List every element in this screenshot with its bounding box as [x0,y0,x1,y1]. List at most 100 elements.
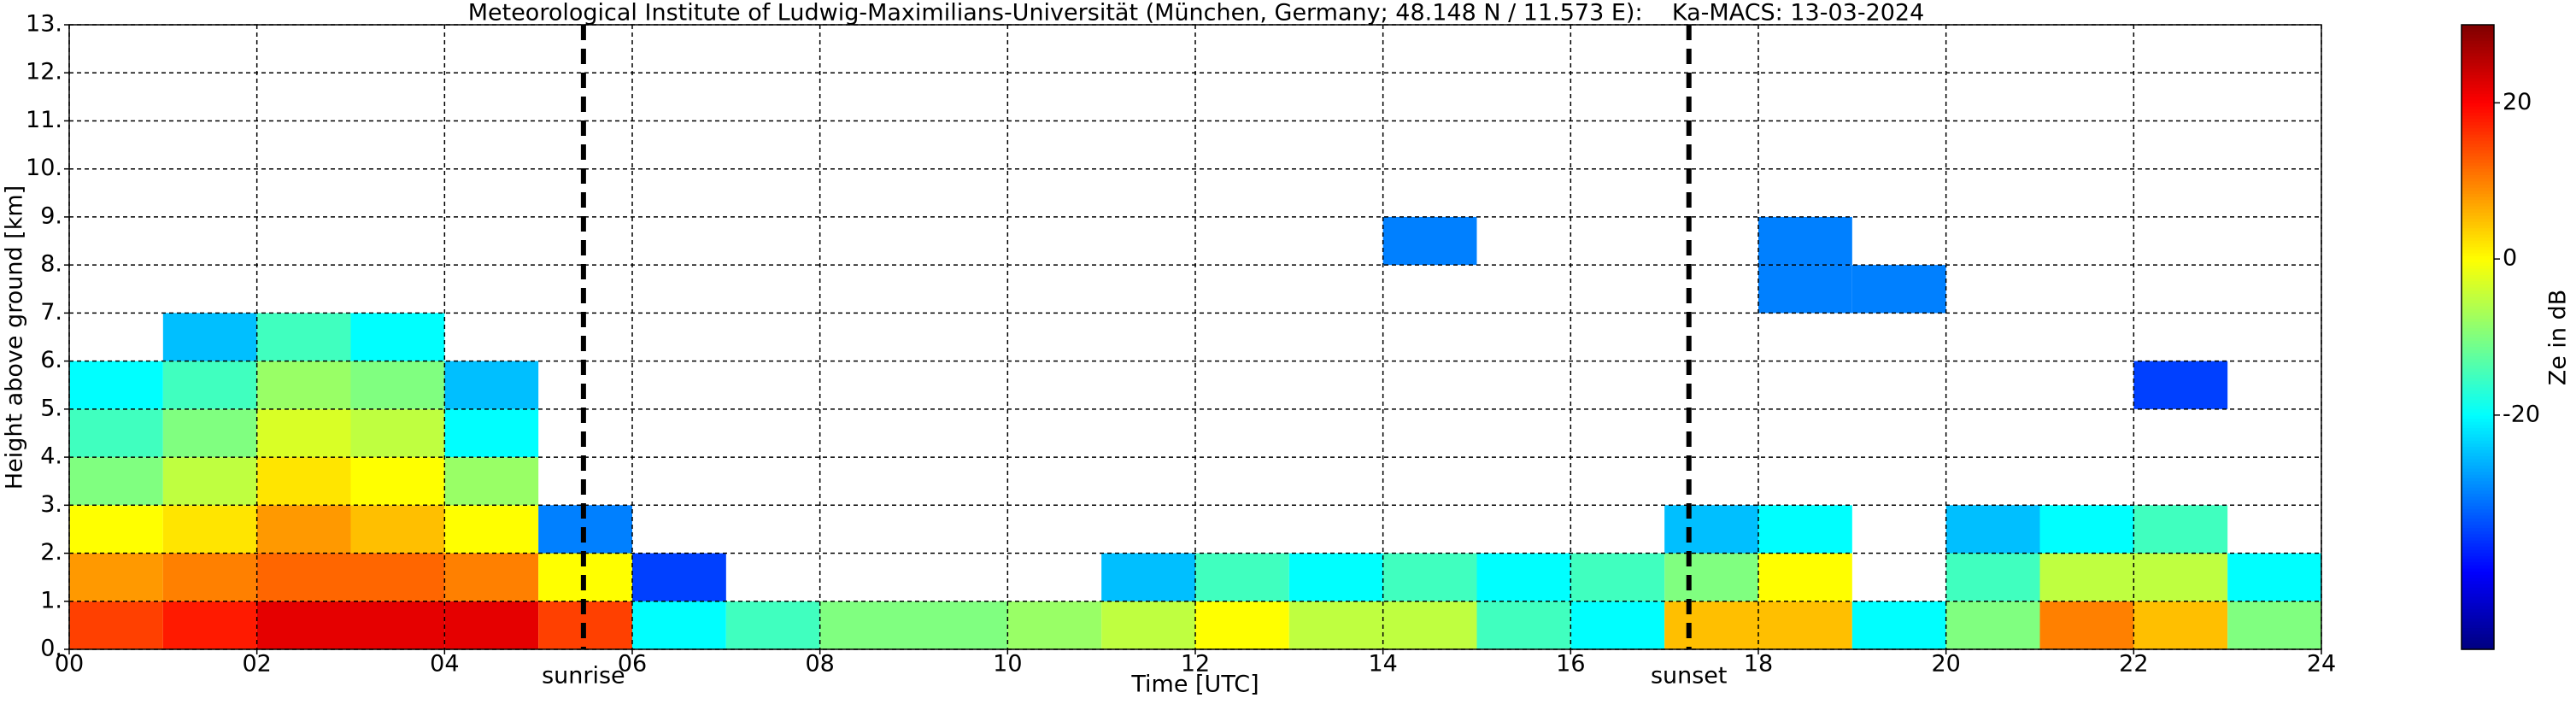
heatmap-cell [69,601,163,649]
heatmap-cell [1664,553,1758,601]
heatmap-cell [1007,601,1102,649]
colorbar-segment [2462,114,2494,120]
colorbar-segment [2462,518,2494,522]
colorbar-segment [2462,103,2494,107]
colorbar-segment [2462,452,2494,456]
heatmap-cell [350,313,445,361]
colorbar-segment [2462,605,2494,610]
colorbar-segment [2462,143,2494,148]
colorbar-segment [2462,137,2494,141]
x-tick-label: 00 [55,651,84,678]
colorbar-segment [2462,343,2494,348]
colorbar-segment [2462,178,2494,182]
colorbar-segment [2462,531,2494,535]
colorbar-segment [2462,90,2494,95]
heatmap-cell [1195,553,1289,601]
colorbar-segment [2462,284,2494,288]
y-tick-label: 13. [26,11,62,38]
colorbar-segment [2462,278,2494,282]
heatmap-cell [1851,601,1946,649]
heatmap-cell [913,601,1008,649]
colorbar-segment [2462,33,2494,38]
colorbar-segment [2462,243,2494,248]
colorbar-segment [2462,540,2494,544]
colorbar-segment [2462,127,2494,132]
colorbar-segment [2462,224,2494,229]
colorbar-segment [2462,43,2494,48]
colorbar-segment [2462,146,2494,150]
colorbar-segment [2462,484,2494,488]
heatmap-cell [444,408,539,458]
colorbar-segment [2462,314,2494,320]
heatmap-cell [1758,553,1852,601]
colorbar-segment [2462,87,2494,91]
colorbar-segment [2462,459,2494,463]
y-tick-label: 9. [40,202,62,229]
heatmap-cell [256,505,351,554]
heatmap-cell [1288,601,1383,649]
heatmap-cell [256,457,351,506]
colorbar-segment [2462,37,2494,41]
colorbar-segment [2462,431,2494,435]
colorbar-segment [2462,421,2494,425]
colorbar-segment [2462,371,2494,375]
heatmap-cell [2133,361,2228,409]
heatmap-cell [162,361,257,409]
colorbar-segment [2462,552,2494,556]
colorbar-segment [2462,290,2494,294]
heatmap-cell [1101,601,1195,649]
heatmap-cell [69,457,163,506]
colorbar-segment [2462,327,2494,331]
colorbar-segment [2462,78,2494,82]
colorbar-segment [2462,190,2494,194]
colorbar-segment [2462,380,2494,384]
heatmap-cell [69,553,163,601]
colorbar-segment [2462,446,2494,450]
heatmap-cell [256,601,351,649]
colorbar-segment [2462,246,2494,250]
colorbar-segment [2462,471,2494,475]
colorbar-segment [2462,646,2494,650]
colorbar-segment [2462,133,2494,138]
colorbar-segment [2462,59,2494,63]
heatmap-cell [1195,601,1289,649]
colorbar-segment [2462,593,2494,597]
colorbar-tick-label: 0 [2503,245,2517,272]
heatmap-cell [1758,505,1852,554]
colorbar-segment [2462,124,2494,129]
colorbar-segment [2462,152,2494,157]
y-tick-label: 12. [26,59,62,85]
x-tick-label: 22 [2119,651,2148,678]
heatmap-cell [1945,505,2040,554]
colorbar-segment [2462,405,2494,410]
heatmap-cell [444,553,539,601]
heatmap-cell [1476,601,1571,649]
heatmap-cell [819,601,914,649]
annotation-label: sunrise [542,663,625,689]
colorbar-segment [2462,378,2494,382]
heatmap-cell [632,601,726,649]
heatmap-cell [350,505,445,554]
colorbar-segment [2462,384,2494,388]
colorbar-segment [2462,393,2494,397]
colorbar-segment [2462,159,2494,163]
colorbar-segment [2462,480,2494,484]
heatmap-cell [256,553,351,601]
colorbar-segment [2462,627,2494,631]
colorbar-segment [2462,631,2494,635]
heatmap-cell [444,361,539,409]
colorbar-segment [2462,546,2494,550]
colorbar-segment [2462,202,2494,207]
colorbar-segment [2462,580,2494,584]
colorbar-segment [2462,293,2494,297]
x-tick-label: 20 [1931,651,1960,678]
colorbar-segment [2462,40,2494,44]
colorbar-segment [2462,512,2494,516]
heatmap-cell [256,408,351,458]
colorbar-segment [2462,161,2494,167]
x-tick-label: 02 [242,651,271,678]
colorbar-segment [2462,25,2494,29]
colorbar-segment [2462,268,2494,273]
heatmap-cell [350,553,445,601]
colorbar-segment [2462,287,2494,291]
